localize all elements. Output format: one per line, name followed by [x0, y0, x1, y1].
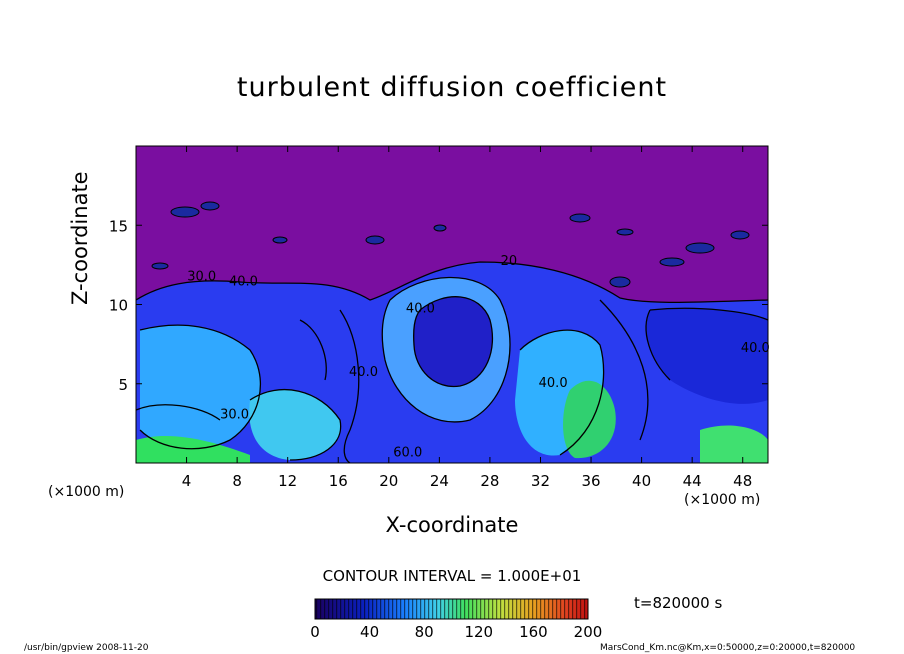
- contour-interval-label: CONTOUR INTERVAL = 1.000E+01: [322, 567, 582, 585]
- time-label: t=820000 s: [634, 594, 723, 612]
- field-region-cyan-2: [249, 389, 341, 460]
- x-tick-label: 16: [329, 472, 348, 490]
- contour-label: 20: [501, 254, 518, 269]
- contour-label: 30.0: [220, 408, 249, 423]
- contour-label: 40.0: [229, 274, 258, 289]
- z-unit-label: (×1000 m): [48, 484, 125, 500]
- colorbar-ticks: 0 40 80 120 160 200: [310, 623, 602, 641]
- footer-program-info: /usr/bin/gpview 2008-11-20: [24, 643, 149, 653]
- field-region-green-2: [136, 435, 250, 463]
- y-tick-label: 5: [118, 376, 128, 394]
- x-axis-label: X-coordinate: [385, 513, 519, 537]
- x-tick-label: 20: [379, 472, 398, 490]
- x-tick-label: 36: [581, 472, 600, 490]
- y-tick-label: 10: [109, 297, 128, 315]
- footer-data-info: MarsCond_Km.nc@Km,x=0:50000,z=0:20000,t=…: [600, 643, 856, 653]
- x-axis-ticks: 4 8 12 16 20 24 28 32 36 40 44 48: [182, 146, 752, 490]
- field-region-green-3: [700, 425, 768, 463]
- x-tick-label: 48: [733, 472, 752, 490]
- x-tick-label: 12: [278, 472, 297, 490]
- colorbar-tick-label: 0: [310, 623, 320, 641]
- contour-label: 40.0: [406, 301, 435, 316]
- contour-lines: [136, 261, 768, 463]
- field-region-cyan-1: [140, 325, 261, 449]
- x-tick-label: 28: [480, 472, 499, 490]
- x-unit-label: (×1000 m): [684, 492, 761, 508]
- x-tick-label: 44: [683, 472, 702, 490]
- y-tick-label: 15: [109, 217, 128, 235]
- colorbar-contour-lines: [315, 599, 588, 619]
- y-axis-ticks: 5 10 15: [109, 217, 768, 394]
- colorbar-tick-label: 160: [519, 623, 548, 641]
- contour-label: 60.0: [393, 446, 422, 461]
- contour-label: 40.0: [349, 365, 378, 380]
- x-tick-label: 24: [430, 472, 449, 490]
- colorbar-tick-label: 40: [360, 623, 379, 641]
- plot-area: [136, 146, 768, 463]
- chart-title: turbulent diffusion coefficient: [236, 72, 668, 103]
- field-region-eddy-core: [413, 296, 493, 387]
- y-axis-label: Z-coordinate: [68, 171, 92, 305]
- contour-label: 30.0: [187, 270, 216, 285]
- contour-blobs: [151, 201, 750, 288]
- x-tick-label: 32: [531, 472, 550, 490]
- colorbar-tick-label: 120: [464, 623, 493, 641]
- field-region-green-1: [563, 380, 616, 459]
- x-tick-label: 4: [182, 472, 192, 490]
- contour-label: 40.0: [741, 341, 770, 356]
- colorbar-tick-label: 80: [415, 623, 434, 641]
- contour-label: 40.0: [539, 376, 568, 391]
- x-tick-label: 8: [232, 472, 242, 490]
- colorbar-tick-label: 200: [574, 623, 603, 641]
- field-region-blue-right: [646, 308, 768, 404]
- contour-labels: 30.0 40.0 40.0 40.0 40.0 40.0 30.0 60.0 20: [187, 254, 770, 461]
- x-tick-label: 40: [632, 472, 651, 490]
